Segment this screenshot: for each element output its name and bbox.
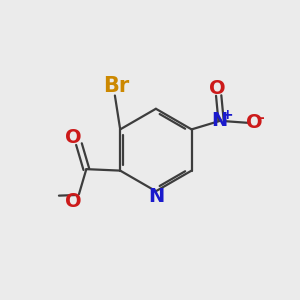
Text: O: O bbox=[246, 113, 262, 132]
Text: N: N bbox=[148, 187, 164, 206]
Text: O: O bbox=[65, 192, 82, 211]
Text: +: + bbox=[222, 108, 233, 122]
Text: N: N bbox=[212, 111, 228, 130]
Text: -: - bbox=[258, 111, 264, 125]
Text: Br: Br bbox=[103, 76, 130, 96]
Text: O: O bbox=[209, 79, 226, 98]
Text: O: O bbox=[65, 128, 82, 147]
